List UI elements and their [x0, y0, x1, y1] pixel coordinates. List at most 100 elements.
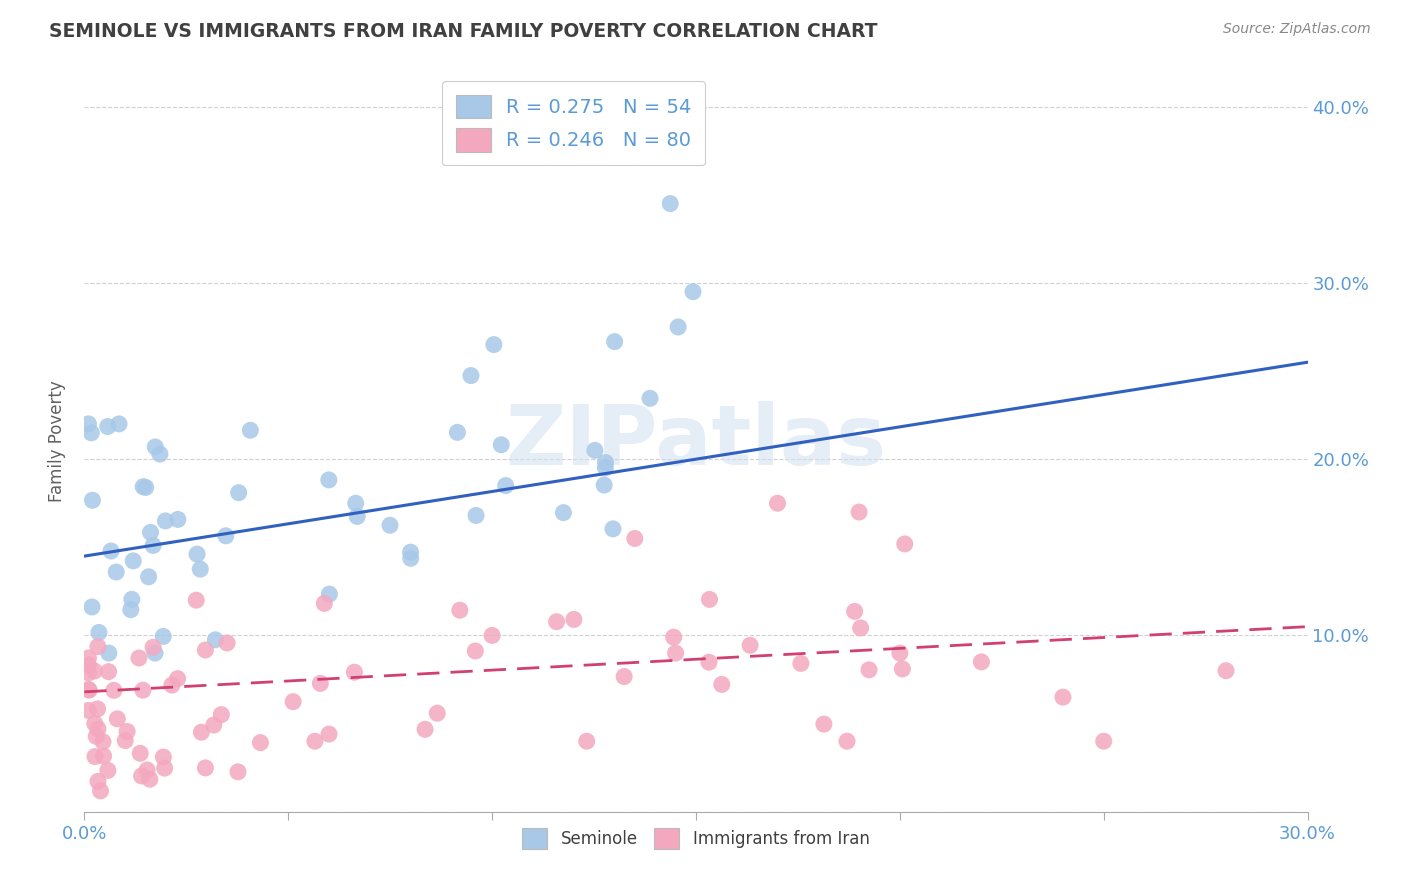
- Point: [128, 651, 150, 665]
- Point: [186, 593, 208, 607]
- Point: [970, 655, 993, 669]
- Point: [131, 769, 153, 783]
- Point: [575, 734, 598, 748]
- Point: [84, 729, 107, 743]
- Point: [603, 334, 626, 349]
- Point: [77, 665, 100, 680]
- Point: [891, 662, 914, 676]
- Point: [87, 722, 110, 736]
- Point: [666, 320, 689, 334]
- Y-axis label: Family Poverty: Family Poverty: [48, 381, 66, 502]
- Point: [142, 640, 165, 655]
- Point: [344, 496, 367, 510]
- Point: [87, 640, 110, 654]
- Point: [239, 423, 262, 437]
- Point: [699, 592, 721, 607]
- Point: [682, 285, 704, 299]
- Point: [413, 723, 436, 737]
- Point: [77, 683, 100, 698]
- Point: [281, 695, 304, 709]
- Point: [143, 646, 166, 660]
- Point: [209, 707, 232, 722]
- Point: [132, 480, 155, 494]
- Point: [217, 636, 239, 650]
- Point: [790, 657, 813, 671]
- Point: [129, 747, 152, 761]
- Point: [546, 615, 568, 629]
- Point: [77, 682, 100, 697]
- Point: [346, 509, 368, 524]
- Point: [152, 629, 174, 643]
- Point: [1092, 734, 1115, 748]
- Point: [659, 196, 682, 211]
- Point: [304, 734, 326, 748]
- Point: [449, 603, 471, 617]
- Point: [143, 440, 166, 454]
- Point: [114, 733, 136, 747]
- Point: [153, 761, 176, 775]
- Point: [87, 625, 110, 640]
- Point: [489, 438, 512, 452]
- Point: [595, 456, 617, 470]
- Point: [82, 493, 104, 508]
- Point: [120, 603, 142, 617]
- Point: [167, 512, 190, 526]
- Point: [142, 538, 165, 552]
- Point: [226, 764, 249, 779]
- Point: [83, 664, 105, 678]
- Point: [115, 724, 138, 739]
- Point: [624, 532, 647, 546]
- Point: [1052, 690, 1074, 705]
- Point: [121, 592, 143, 607]
- Point: [202, 718, 225, 732]
- Point: [139, 772, 162, 787]
- Point: [100, 544, 122, 558]
- Point: [849, 621, 872, 635]
- Point: [562, 612, 585, 626]
- Point: [122, 554, 145, 568]
- Point: [894, 537, 917, 551]
- Point: [593, 478, 616, 492]
- Point: [194, 643, 217, 657]
- Point: [343, 665, 366, 680]
- Point: [149, 447, 172, 461]
- Point: [858, 663, 880, 677]
- Point: [889, 646, 911, 660]
- Point: [835, 734, 858, 748]
- Point: [138, 570, 160, 584]
- Point: [139, 525, 162, 540]
- Point: [766, 496, 789, 510]
- Point: [638, 392, 661, 406]
- Point: [89, 784, 111, 798]
- Point: [84, 749, 107, 764]
- Point: [399, 545, 422, 559]
- Point: [132, 683, 155, 698]
- Point: [595, 461, 617, 475]
- Point: [93, 749, 115, 764]
- Point: [77, 651, 100, 665]
- Point: [583, 443, 606, 458]
- Point: [194, 761, 217, 775]
- Point: [249, 736, 271, 750]
- Text: ZIPatlas: ZIPatlas: [506, 401, 886, 482]
- Point: [215, 529, 238, 543]
- Point: [108, 417, 131, 431]
- Point: [87, 774, 110, 789]
- Point: [844, 604, 866, 618]
- Point: [481, 628, 503, 642]
- Point: [309, 676, 332, 690]
- Point: [186, 547, 208, 561]
- Point: [83, 716, 105, 731]
- Legend: Seminole, Immigrants from Iran: Seminole, Immigrants from Iran: [516, 822, 876, 855]
- Point: [80, 599, 103, 614]
- Point: [426, 706, 449, 721]
- Point: [97, 764, 120, 778]
- Text: SEMINOLE VS IMMIGRANTS FROM IRAN FAMILY POVERTY CORRELATION CHART: SEMINOLE VS IMMIGRANTS FROM IRAN FAMILY …: [49, 22, 877, 41]
- Point: [80, 425, 103, 440]
- Point: [77, 703, 100, 717]
- Point: [97, 419, 120, 434]
- Point: [710, 677, 733, 691]
- Point: [155, 514, 177, 528]
- Point: [495, 478, 517, 492]
- Point: [662, 630, 685, 644]
